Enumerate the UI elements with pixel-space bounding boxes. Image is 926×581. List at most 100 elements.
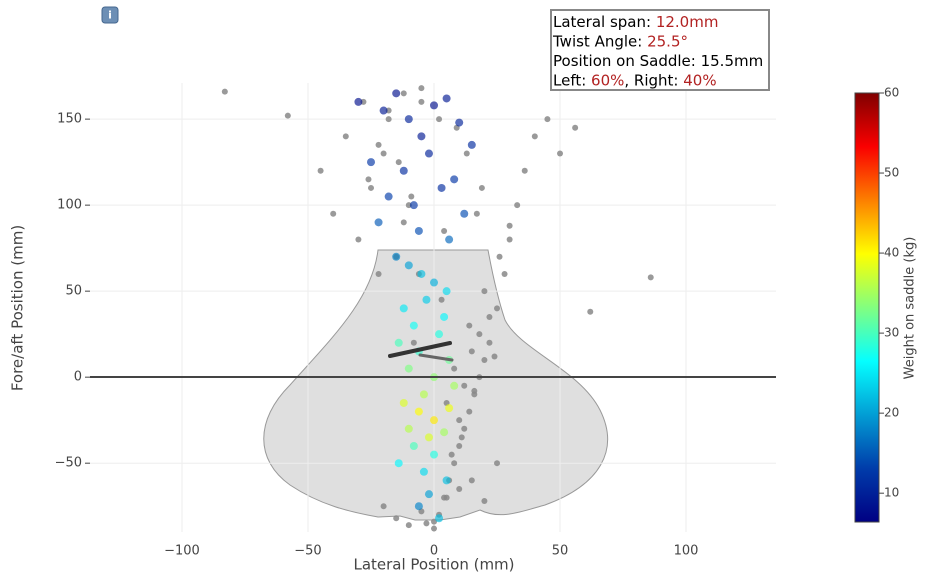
data-point xyxy=(451,365,458,372)
data-point xyxy=(399,166,408,175)
x-tick-label: −100 xyxy=(164,544,200,559)
data-point xyxy=(365,176,372,183)
data-point xyxy=(342,133,349,140)
data-point xyxy=(471,387,478,394)
data-point xyxy=(440,428,449,437)
data-point xyxy=(466,322,473,329)
data-point xyxy=(404,364,413,373)
data-point xyxy=(418,85,425,92)
data-point xyxy=(404,261,413,270)
info-text: Twist Angle: xyxy=(552,32,647,50)
y-tick-label: 100 xyxy=(57,198,82,213)
data-point xyxy=(496,253,503,260)
data-point xyxy=(466,408,473,415)
x-tick-label: −50 xyxy=(294,544,321,559)
info-text: , Right: xyxy=(624,71,683,89)
data-point xyxy=(450,175,459,184)
data-point xyxy=(445,235,454,244)
colorbar-tick-label: 50 xyxy=(884,166,899,180)
colorbar-tick-label: 40 xyxy=(884,246,899,260)
data-point xyxy=(379,106,388,115)
data-point xyxy=(374,218,383,227)
data-point xyxy=(443,494,450,501)
data-point xyxy=(458,434,465,441)
data-point xyxy=(440,312,449,321)
colorbar xyxy=(854,92,880,523)
info-text: Left: xyxy=(553,71,591,89)
data-point xyxy=(481,356,488,363)
data-point xyxy=(414,407,423,416)
info-box xyxy=(550,9,770,91)
data-point xyxy=(399,398,408,407)
data-point xyxy=(423,520,430,527)
data-point xyxy=(375,270,382,277)
data-point xyxy=(385,116,392,123)
info-line: Left: 60%, Right: 40% xyxy=(553,71,717,89)
info-text: Lateral span: xyxy=(553,13,656,31)
data-point xyxy=(514,202,521,209)
saddle-outline xyxy=(263,249,609,521)
data-point xyxy=(430,101,439,110)
info-text: 40% xyxy=(683,71,716,89)
data-point xyxy=(445,404,454,413)
data-point xyxy=(506,236,513,243)
data-point xyxy=(435,514,444,523)
y-tick-label: −50 xyxy=(55,456,82,471)
colorbar-tick-label: 10 xyxy=(884,486,899,500)
data-point xyxy=(531,133,538,140)
data-point xyxy=(354,97,363,106)
data-point xyxy=(380,503,387,510)
data-point xyxy=(392,252,401,261)
data-point xyxy=(400,90,407,97)
data-point xyxy=(409,201,418,210)
data-point xyxy=(456,417,463,424)
data-point xyxy=(410,339,417,346)
data-point xyxy=(491,353,498,360)
x-tick-label: 0 xyxy=(430,544,438,559)
data-point xyxy=(451,460,458,467)
info-icon[interactable]: i xyxy=(101,6,119,24)
info-text: 25.5° xyxy=(647,32,688,50)
data-point xyxy=(414,502,423,511)
twist-line xyxy=(388,341,452,358)
info-line: Twist Angle: 25.5° xyxy=(552,32,688,50)
data-point xyxy=(460,209,469,218)
data-point xyxy=(448,451,455,458)
x-axis-title: Lateral Position (mm) xyxy=(353,556,514,574)
data-point xyxy=(506,222,513,229)
data-point xyxy=(473,210,480,217)
data-point xyxy=(455,118,464,127)
data-point xyxy=(501,270,508,277)
data-point xyxy=(430,416,439,425)
y-tick-label: 50 xyxy=(65,284,82,299)
data-point xyxy=(422,295,431,304)
data-point xyxy=(461,425,468,432)
data-point xyxy=(463,150,470,157)
data-point xyxy=(405,522,412,529)
data-point xyxy=(424,149,433,158)
data-point xyxy=(647,274,654,281)
data-point xyxy=(395,159,402,166)
data-point xyxy=(393,515,400,522)
colorbar-tick-label: 20 xyxy=(884,406,899,420)
data-point xyxy=(456,485,463,492)
data-point xyxy=(424,490,433,499)
data-point xyxy=(478,184,485,191)
data-point xyxy=(368,184,375,191)
data-point xyxy=(419,390,428,399)
data-point xyxy=(468,348,475,355)
data-point xyxy=(284,112,291,119)
data-point xyxy=(494,460,501,467)
twist-line xyxy=(418,353,454,362)
data-point xyxy=(404,424,413,433)
x-tick-label: 100 xyxy=(674,544,699,559)
data-point xyxy=(468,477,475,484)
data-point xyxy=(400,219,407,226)
data-point xyxy=(486,313,493,320)
data-point xyxy=(430,450,439,459)
data-point xyxy=(384,192,393,201)
data-point xyxy=(587,308,594,315)
data-point xyxy=(557,150,564,157)
data-point xyxy=(521,167,528,174)
